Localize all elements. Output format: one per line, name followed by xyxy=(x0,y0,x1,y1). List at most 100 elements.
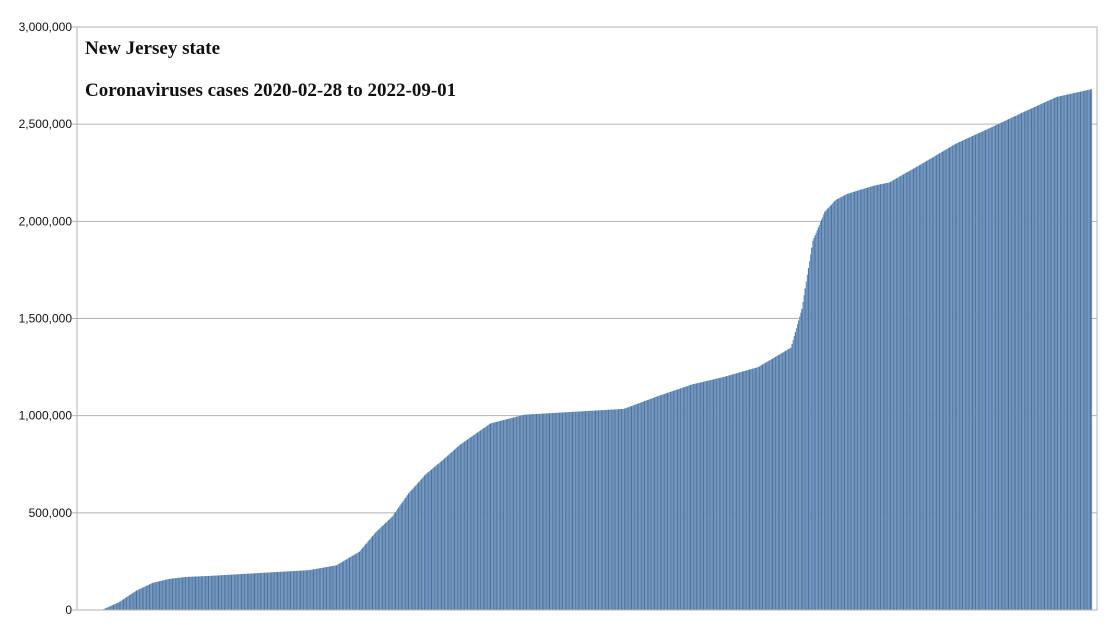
bar xyxy=(735,373,738,610)
bar xyxy=(1035,106,1037,611)
bar xyxy=(854,191,857,611)
bar xyxy=(535,413,538,610)
bar xyxy=(507,418,509,610)
bar xyxy=(748,369,751,610)
bar xyxy=(335,565,338,610)
bar xyxy=(559,412,562,610)
bar xyxy=(410,490,412,610)
bar xyxy=(723,376,725,610)
bar xyxy=(840,197,842,611)
bar xyxy=(465,440,468,610)
bar xyxy=(171,578,174,610)
bar xyxy=(864,188,866,611)
bar xyxy=(281,571,283,610)
bar xyxy=(766,361,768,610)
bar xyxy=(941,152,943,610)
bar xyxy=(663,393,665,610)
bar xyxy=(848,193,850,611)
bar xyxy=(509,418,511,610)
bar xyxy=(638,403,640,610)
bar xyxy=(591,410,593,610)
bar xyxy=(104,608,106,610)
bar xyxy=(252,573,255,610)
bar xyxy=(421,478,423,610)
bar xyxy=(1070,93,1072,611)
bar xyxy=(139,589,141,610)
bar xyxy=(625,408,627,610)
bar xyxy=(155,582,157,610)
bar xyxy=(871,186,873,610)
bar xyxy=(270,572,272,610)
bar xyxy=(566,412,568,610)
bar xyxy=(230,574,233,610)
bar xyxy=(629,406,632,610)
bar xyxy=(500,420,503,610)
bar xyxy=(186,576,188,610)
bar xyxy=(955,143,957,610)
bar xyxy=(942,151,944,610)
bar xyxy=(697,383,699,610)
bar xyxy=(129,594,131,610)
bar xyxy=(382,525,385,610)
bar xyxy=(276,571,279,610)
bar xyxy=(257,573,259,610)
bar xyxy=(557,412,559,610)
bar xyxy=(191,576,193,610)
bar xyxy=(329,566,331,610)
bar xyxy=(1081,91,1083,611)
bar xyxy=(367,541,369,610)
bar xyxy=(1071,93,1073,610)
bar xyxy=(363,546,365,610)
bar xyxy=(952,145,954,611)
bar xyxy=(414,486,416,610)
bar xyxy=(1001,122,1003,610)
bar xyxy=(143,586,145,610)
bar xyxy=(533,414,535,610)
bar xyxy=(215,575,217,610)
bar xyxy=(110,605,112,610)
bar xyxy=(451,451,453,610)
bar xyxy=(1040,103,1042,610)
bar xyxy=(862,188,864,610)
bar xyxy=(776,356,778,610)
bar xyxy=(464,441,467,610)
bar xyxy=(232,574,234,610)
bar xyxy=(539,413,541,610)
bar xyxy=(441,460,444,610)
bar xyxy=(130,594,132,610)
bar xyxy=(424,475,426,610)
bar xyxy=(321,567,323,610)
bar xyxy=(551,413,553,610)
bar xyxy=(327,566,329,610)
bar xyxy=(295,570,297,610)
bar xyxy=(805,281,807,610)
bar xyxy=(992,126,994,610)
bar xyxy=(202,576,204,610)
bar xyxy=(945,149,947,610)
bar xyxy=(666,392,669,610)
bar xyxy=(504,419,506,610)
bar xyxy=(250,573,252,610)
bar xyxy=(780,353,782,610)
bar xyxy=(936,154,939,611)
bar xyxy=(1078,91,1081,611)
bar xyxy=(545,413,547,610)
bar xyxy=(195,576,198,610)
bar xyxy=(1045,101,1047,610)
bar xyxy=(998,123,1000,610)
bar xyxy=(457,446,459,610)
y-tick-label: 500,000 xyxy=(29,506,73,520)
bar xyxy=(258,573,260,610)
bar xyxy=(1011,117,1013,610)
bar xyxy=(647,399,649,610)
bar xyxy=(759,365,762,610)
bar xyxy=(830,204,833,610)
bar xyxy=(973,135,976,610)
bar xyxy=(435,465,437,610)
bar xyxy=(520,415,522,610)
bar xyxy=(654,397,657,610)
bar xyxy=(614,409,616,610)
bar xyxy=(927,160,929,610)
bar xyxy=(1013,116,1015,611)
bar xyxy=(338,564,340,610)
